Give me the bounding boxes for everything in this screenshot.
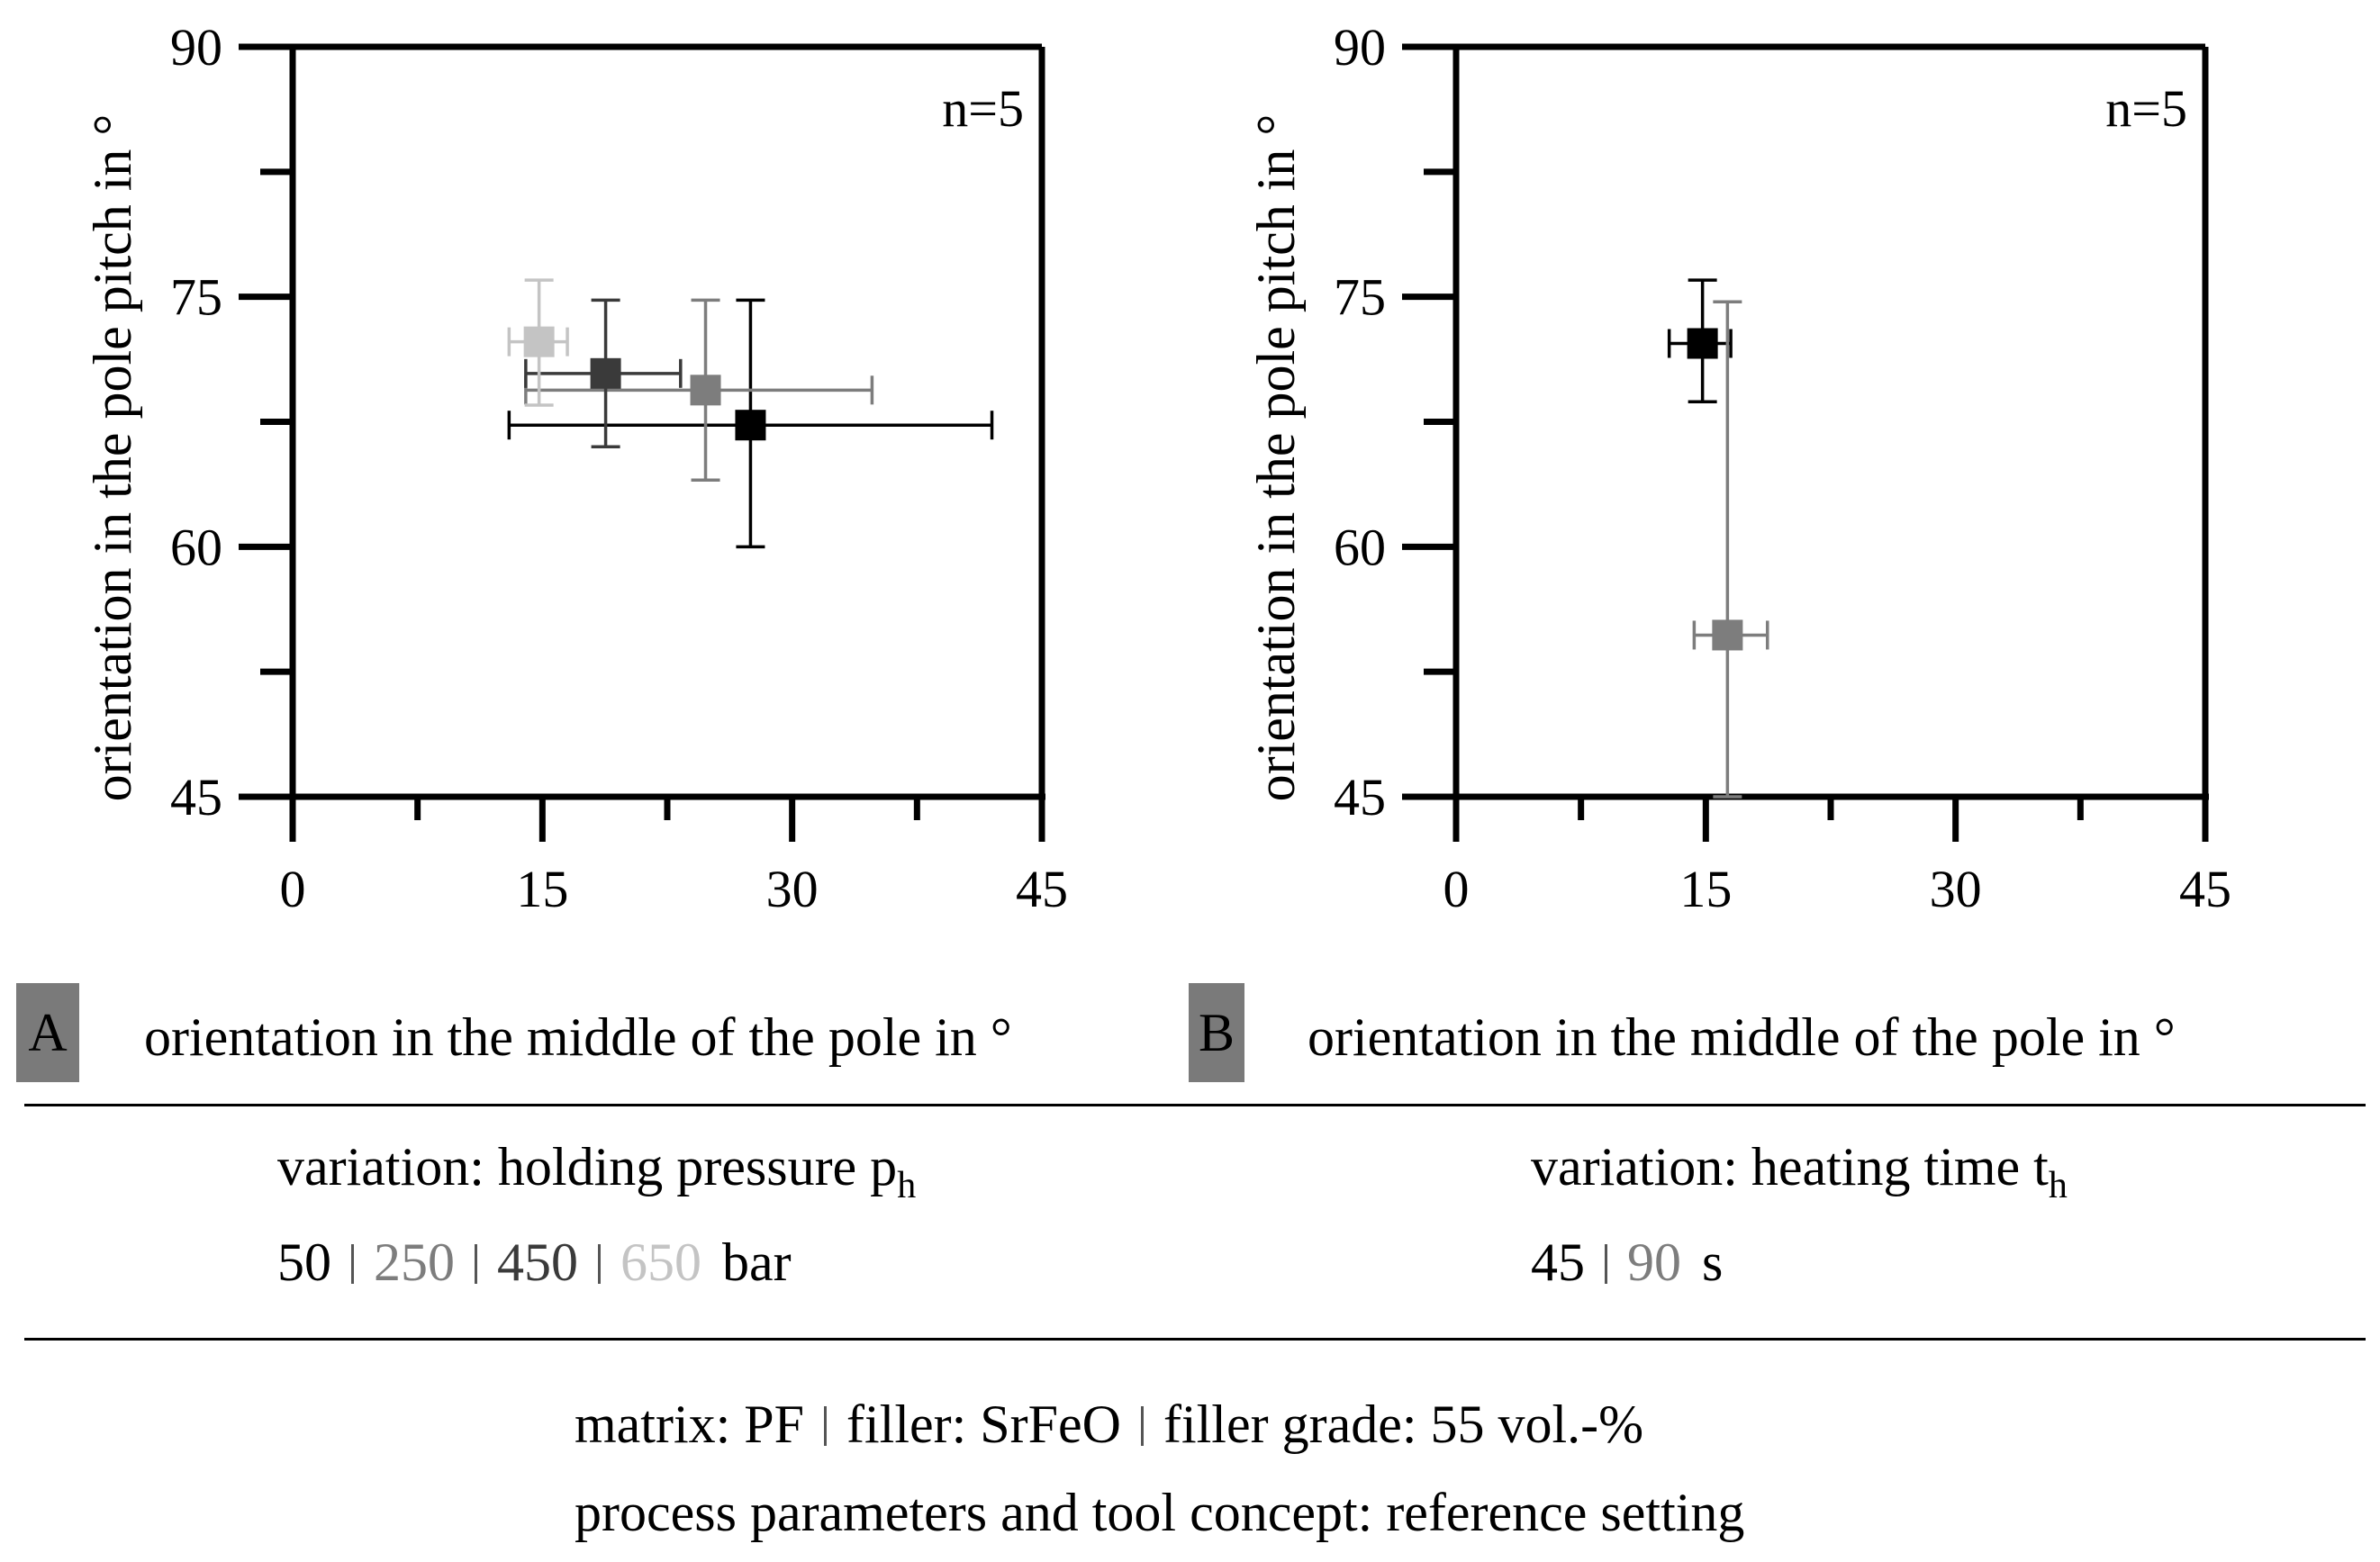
panel-b-ylabel: orientation in the pole pitch in ° <box>1246 114 1306 802</box>
legend-right-title-text: variation: heating time t <box>1531 1137 2049 1196</box>
panel-b-xtick-label: 0 <box>1443 860 1470 918</box>
panel-b-point-45-s <box>1667 278 1733 404</box>
panel-a-point-250-bar <box>524 298 874 483</box>
panel-b-annotation: n=5 <box>2105 79 2187 138</box>
panel-a-point-50-bar <box>507 298 994 549</box>
panel-b-xlabel: orientation in the middle of the pole in… <box>1308 1007 2176 1067</box>
panel-b-ytick-label: 60 <box>1334 518 1386 576</box>
legend-value-50: 50 <box>277 1232 331 1292</box>
legend-left-title-sub: h <box>897 1165 917 1206</box>
legend-value-90: 90 <box>1627 1232 1681 1292</box>
legend-left-values: 50 250 450 650 bar <box>277 1232 792 1294</box>
panel-a-badge: A <box>16 983 79 1082</box>
panel-a-ytick-label: 45 <box>170 768 222 826</box>
legend-left-title: variation: holding pressure ph <box>277 1136 916 1207</box>
panel-a-ytick-label: 75 <box>170 268 222 327</box>
panel-a-xlabel: orientation in the middle of the pole in… <box>144 1007 1012 1067</box>
legend-left-unit: bar <box>722 1232 792 1292</box>
legend-right-values: 45 90 s <box>1531 1232 1723 1294</box>
legend-value-450: 450 <box>497 1232 578 1292</box>
panel-a-ytick-label: 90 <box>170 18 222 77</box>
legend-right-unit: s <box>1702 1232 1724 1292</box>
legend-left-title-text: variation: holding pressure p <box>277 1137 898 1196</box>
panel-b-ytick-label: 90 <box>1334 18 1386 77</box>
footer-matrix: matrix: PF <box>575 1395 805 1454</box>
legend-value-250: 250 <box>374 1232 455 1292</box>
footer-grade: filler grade: 55 vol.-% <box>1163 1395 1644 1454</box>
panel-a-point-450-bar <box>524 298 683 449</box>
panel-a-ytick-label: 60 <box>170 518 222 576</box>
legend-right-title: variation: heating time th <box>1531 1136 2068 1207</box>
top-divider <box>24 1104 2366 1106</box>
panel-a-xtick-label: 45 <box>1016 860 1068 918</box>
legend-value-45: 45 <box>1531 1232 1585 1292</box>
footer-line-2: process parameters and tool concept: ref… <box>575 1483 1745 1542</box>
panel-a-xtick-label: 30 <box>766 860 819 918</box>
legend-right-title-sub: h <box>2048 1165 2068 1206</box>
panel-a-point-650-bar <box>507 278 569 407</box>
panel-a-ylabel: orientation in the pole pitch in ° <box>83 114 142 802</box>
panel-a-xtick-label: 15 <box>516 860 568 918</box>
panel-b-xtick-label: 30 <box>1930 860 1982 918</box>
panel-b-marker-90-s <box>1712 619 1743 651</box>
bottom-divider <box>24 1338 2366 1341</box>
panel-a-marker-650-bar <box>523 326 555 357</box>
footer-line-1: matrix: PF filler: SrFeO filler grade: 55 … <box>575 1394 1643 1456</box>
panel-b-ytick-label: 75 <box>1334 268 1386 327</box>
panel-b-xtick-label: 15 <box>1679 860 1732 918</box>
panel-b-marker-45-s <box>1687 328 1718 359</box>
panel-a-chart: 45 60 75 90 0 15 30 45 orientation in the pole p… <box>83 18 1068 918</box>
panel-a-marker-50-bar <box>735 410 766 441</box>
panel-a-annotation: n=5 <box>942 79 1024 138</box>
panel-a-marker-250-bar <box>690 375 721 406</box>
panel-b-ytick-label: 45 <box>1334 768 1386 826</box>
panel-b-badge: B <box>1189 983 1244 1082</box>
footer-filler: filler: SrFeO <box>846 1395 1121 1454</box>
panel-a-xtick-label: 0 <box>280 860 306 918</box>
panel-b-point-90-s <box>1692 300 1769 799</box>
panel-a-marker-450-bar <box>590 357 621 389</box>
legend-value-650: 650 <box>620 1232 701 1292</box>
panel-b-chart: 45 60 75 90 0 15 30 45 orientation in the pole p… <box>1246 18 2231 918</box>
panel-b-xtick-label: 45 <box>2179 860 2231 918</box>
